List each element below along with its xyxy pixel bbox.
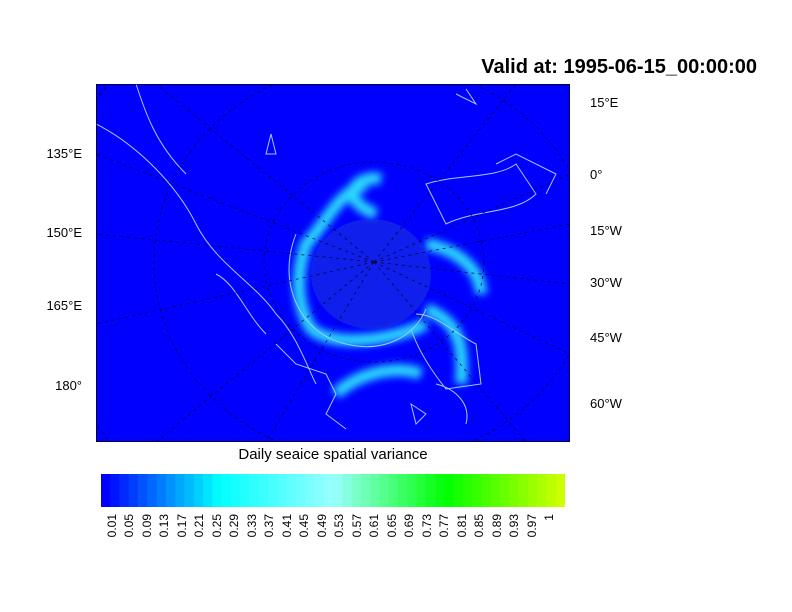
colorbar-box [165, 474, 176, 507]
lon-label-60w: 60°W [590, 396, 622, 411]
lon-label-30w: 30°W [590, 275, 622, 290]
colorbar-box [351, 474, 362, 507]
lon-label-45w: 45°W [590, 330, 622, 345]
colorbar-box [305, 474, 315, 507]
colorbar-tick-label: 1 [542, 514, 557, 521]
colorbar [101, 474, 565, 507]
colorbar-box [277, 474, 287, 507]
colorbar-box [360, 474, 371, 507]
colorbar-box [370, 474, 380, 507]
colorbar-box [119, 474, 130, 507]
colorbar-box [110, 474, 120, 507]
colorbar-box [472, 474, 482, 507]
colorbar-box [342, 474, 352, 507]
lon-label-15e: 15°E [590, 95, 619, 110]
colorbar-box [184, 474, 195, 507]
colorbar-box [397, 474, 408, 507]
colorbar-box [175, 474, 185, 507]
colorbar-box [425, 474, 436, 507]
lon-label-0: 0° [590, 167, 603, 182]
colorbar-box [314, 474, 325, 507]
colorbar-tick-label: 0.37 [262, 514, 277, 538]
colorbar-box [490, 474, 501, 507]
colorbar-tick-label: 0.05 [122, 514, 136, 538]
colorbar-tick-label: 0.97 [524, 514, 539, 538]
lon-label-15w: 15°W [590, 223, 622, 238]
colorbar-tick-label: 0.53 [332, 514, 347, 538]
colorbar-box [156, 474, 167, 507]
colorbar-box [333, 474, 343, 507]
lon-label-135e: 135°E [46, 146, 82, 161]
colorbar-tick-label: 0.41 [279, 514, 294, 538]
colorbar-tick-label: 0.25 [209, 514, 224, 538]
colorbar-tick-label: 0.61 [367, 514, 382, 538]
plot-title: Valid at: 1995-06-15_00:00:00 [481, 56, 757, 78]
colorbar-tick-label: 0.73 [419, 514, 434, 538]
colorbar-box [286, 474, 297, 507]
colorbar-box [462, 474, 473, 507]
colorbar-box [230, 474, 241, 507]
colorbar-box [268, 474, 278, 507]
colorbar-box [221, 474, 232, 507]
colorbar-box [203, 474, 213, 507]
colorbar-tick-label: 0.49 [314, 514, 329, 538]
colorbar-tick-label: 0.01 [104, 514, 119, 538]
colorbar-box [388, 474, 399, 507]
colorbar-box [101, 474, 111, 507]
colorbar-tick-label: 0.09 [139, 514, 154, 538]
colorbar-box [138, 474, 148, 507]
colorbar-tick-label: 0.69 [402, 514, 417, 538]
colorbar-box [416, 474, 427, 507]
colorbar-box [481, 474, 492, 507]
colorbar-box [546, 474, 557, 507]
colorbar-box [323, 474, 334, 507]
colorbar-box [128, 474, 139, 507]
colorbar-box [444, 474, 454, 507]
polar-map [96, 84, 570, 442]
central-ice-pack [311, 219, 431, 329]
colorbar-tick-label: 0.93 [507, 514, 522, 538]
colorbar-title: Daily seaice spatial variance [238, 446, 428, 463]
colorbar-tick-label: 0.81 [454, 514, 469, 538]
colorbar-tick-label: 0.57 [349, 514, 364, 538]
colorbar-tick-label: 0.85 [472, 514, 487, 538]
colorbar-box [240, 474, 250, 507]
colorbar-tick-label: 0.77 [437, 514, 452, 538]
colorbar-box [435, 474, 445, 507]
colorbar-box [295, 474, 306, 507]
colorbar-box [147, 474, 157, 507]
colorbar-box [555, 474, 565, 507]
graticule [96, 84, 570, 442]
colorbar-box [527, 474, 538, 507]
colorbar-tick-label: 0.45 [297, 514, 312, 538]
colorbar-box [193, 474, 204, 507]
colorbar-box [453, 474, 464, 507]
lon-label-180: 180° [55, 378, 82, 393]
colorbar-box [258, 474, 269, 507]
colorbar-tick-label: 0.33 [244, 514, 259, 538]
colorbar-tick-label: 0.89 [489, 514, 504, 538]
colorbar-tick-label: 0.29 [227, 514, 242, 538]
colorbar-tick-label: 0.21 [192, 514, 207, 538]
lon-label-150e: 150°E [46, 225, 82, 240]
colorbar-box [249, 474, 260, 507]
colorbar-box [509, 474, 519, 507]
coastlines [96, 84, 557, 430]
colorbar-box [379, 474, 389, 507]
lon-label-165e: 165°E [46, 298, 82, 313]
colorbar-box [212, 474, 222, 507]
colorbar-tick-label: 0.65 [384, 514, 399, 538]
colorbar-tick-label: 0.17 [174, 514, 189, 538]
colorbar-box [407, 474, 417, 507]
colorbar-box [537, 474, 547, 507]
colorbar-box [518, 474, 529, 507]
colorbar-box [500, 474, 510, 507]
colorbar-tick-label: 0.13 [157, 514, 172, 538]
